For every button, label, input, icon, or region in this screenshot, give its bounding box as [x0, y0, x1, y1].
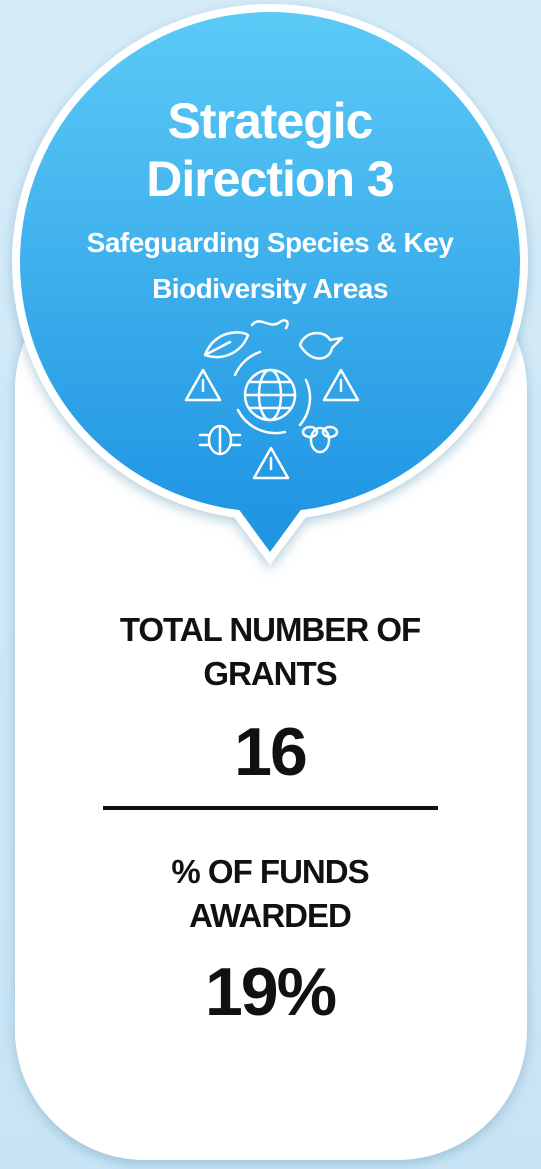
stat-value: 16 — [120, 712, 420, 792]
subtitle: Safeguarding Species & Key Biodiversity … — [40, 220, 500, 312]
title: Strategic Direction 3 — [100, 92, 440, 208]
stat-value: 19% — [120, 952, 420, 1032]
stat-label: % OF FUNDS AWARDED — [110, 850, 430, 938]
page: Strategic Direction 3 Safeguarding Speci… — [0, 0, 541, 1169]
stat-label: TOTAL NUMBER OF GRANTS — [110, 608, 430, 696]
